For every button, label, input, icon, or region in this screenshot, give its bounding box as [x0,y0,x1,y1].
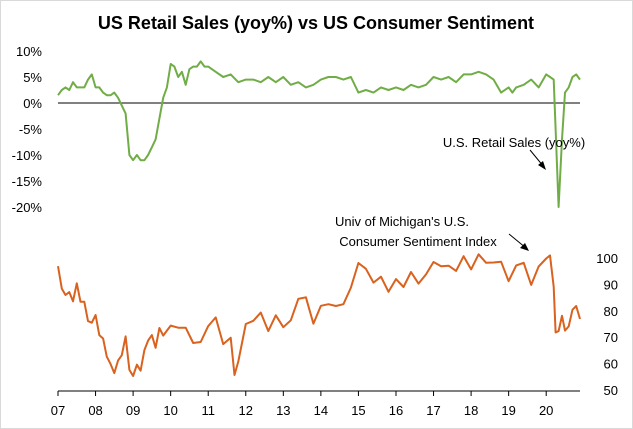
retail-tick-label: -10% [12,148,43,163]
sentiment-annotation-arrowhead [520,243,529,251]
sentiment-tick-label: 70 [604,330,618,345]
x-tick-label: 07 [51,403,65,418]
retail-tick-label: -15% [12,174,43,189]
retail-tick-label: 5% [23,70,42,85]
retail-tick-label: -5% [19,122,43,137]
retail-axis-ticks: 10% 5% 0% -5% -10% -15% -20% [12,44,43,215]
x-tick-label: 15 [351,403,365,418]
annotation-text: Univ of Michigan's U.S. [335,214,469,229]
retail-sales-series-line [57,60,581,208]
x-tick-label: 10 [163,403,177,418]
x-tick-label: 14 [314,403,328,418]
sentiment-tick-label: 60 [604,357,618,372]
sentiment-axis-ticks: 100 90 80 70 60 50 [596,251,618,398]
sentiment-tick-label: 50 [604,383,618,398]
x-tick-label: 18 [464,403,478,418]
sentiment-tick-label: 100 [596,251,618,266]
retail-tick-label: 0% [23,96,42,111]
sentiment-tick-label: 80 [604,304,618,319]
annotation-text: U.S. Retail Sales (yoy%) [443,135,585,150]
sentiment-tick-label: 90 [604,277,618,292]
retail-tick-label: -20% [12,200,43,215]
x-tick-label: 16 [389,403,403,418]
x-axis-ticks: 07 08 09 10 11 12 13 14 15 16 17 18 19 20 [51,391,553,418]
x-tick-label: 11 [201,403,215,418]
x-tick-label: 19 [501,403,515,418]
retail-annotation-arrowhead [538,161,546,170]
x-tick-label: 17 [426,403,440,418]
x-tick-label: 20 [539,403,553,418]
chart-title: US Retail Sales (yoy%) vs US Consumer Se… [98,13,534,33]
retail-tick-label: 10% [16,44,42,59]
x-tick-label: 08 [88,403,102,418]
x-tick-label: 13 [276,403,290,418]
annotations: U.S. Retail Sales (yoy%) Univ of Michigan… [335,135,585,249]
x-tick-label: 09 [126,403,140,418]
annotation-text: Consumer Sentiment Index [339,234,497,249]
consumer-sentiment-series-line [57,253,581,377]
x-tick-label: 12 [239,403,253,418]
